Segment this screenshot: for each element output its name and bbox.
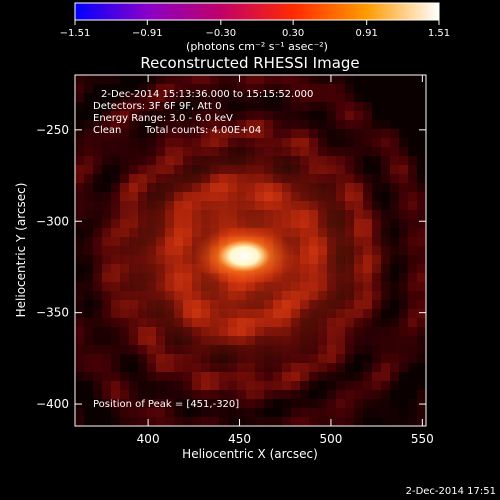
heatmap-image [75,75,426,426]
source-core [218,240,270,272]
x-tick-label: 550 [411,432,434,446]
y-tick-label: −400 [36,397,69,411]
clean-label: Clean [93,125,121,136]
y-tick-label: −300 [36,214,69,228]
x-tick-label: 500 [319,432,342,446]
axis-ticks: 400 450 500 550 −250 −300 −350 −400 [36,75,434,446]
y-axis-label: Heliocentric Y (arcsec) [14,183,28,318]
colorbar-tick-label: 1.51 [428,28,450,39]
energy-range: Energy Range: 3.0 - 6.0 keV [93,113,233,124]
y-tick-label: −250 [36,123,69,137]
colorbar-ticks: −1.51 −0.91 −0.30 0.30 0.91 1.51 [60,20,450,39]
x-axis-label: Heliocentric X (arcsec) [182,447,318,461]
peak-position: Position of Peak = [451,-320] [93,399,239,410]
total-counts: Total counts: 4.00E+04 [144,125,261,136]
x-tick-label: 400 [137,432,160,446]
colorbar [74,2,440,21]
colorbar-tick-label: 0.91 [356,28,378,39]
colorbar-tick-label: 0.30 [282,28,304,39]
time-range: 2-Dec-2014 15:13:36.000 to 15:15:52.000 [101,89,313,100]
colorbar-tick-label: −1.51 [60,28,91,39]
y-tick-label: −350 [36,306,69,320]
chart-title: Reconstructed RHESSI Image [140,54,359,72]
x-tick-label: 450 [228,432,251,446]
colorbar-units: (photons cm⁻² s⁻¹ asec⁻²) [186,40,328,53]
plot-frame [74,74,427,427]
colorbar-tick-label: −0.91 [132,28,163,39]
detectors-label: Detectors: 3F 6F 9F, Att 0 [93,101,221,112]
footer-date: 2-Dec-2014 17:51 [406,486,496,497]
colorbar-tick-label: −0.30 [206,28,237,39]
